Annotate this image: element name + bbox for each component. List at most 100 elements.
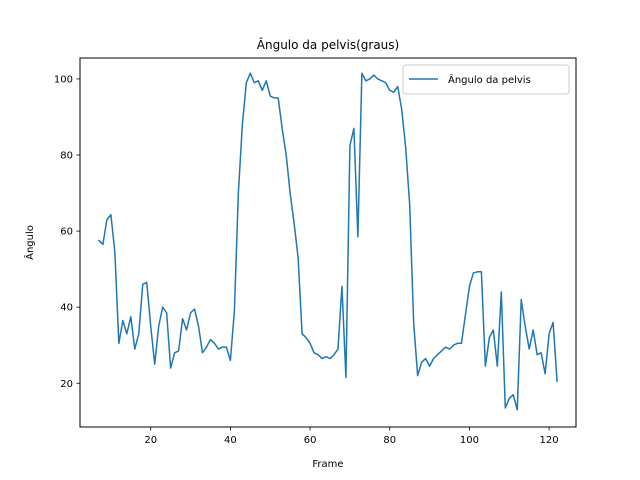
data-point xyxy=(265,80,267,82)
data-point xyxy=(540,352,542,354)
data-point xyxy=(425,358,427,359)
data-point xyxy=(142,283,144,285)
data-point xyxy=(461,342,462,344)
data-point xyxy=(186,329,187,331)
data-point xyxy=(237,192,239,194)
data-point xyxy=(134,348,136,350)
data-point xyxy=(202,352,203,354)
data-point xyxy=(393,91,395,93)
data-point xyxy=(214,342,215,344)
data-point xyxy=(257,80,259,82)
series-points xyxy=(98,72,558,411)
data-point xyxy=(469,285,470,287)
data-point xyxy=(437,354,438,356)
data-point xyxy=(512,394,514,396)
data-point xyxy=(536,354,538,356)
y-tick-label: 80 xyxy=(60,151,73,162)
data-point xyxy=(500,291,502,293)
data-point xyxy=(417,375,419,377)
data-point xyxy=(441,350,442,352)
data-point xyxy=(381,80,383,82)
x-tick-label: 20 xyxy=(144,435,157,446)
data-point xyxy=(365,80,367,82)
data-point xyxy=(122,320,124,321)
data-point xyxy=(285,154,287,156)
series-line xyxy=(97,72,558,411)
x-tick-label: 40 xyxy=(224,435,237,446)
data-point xyxy=(544,373,546,375)
data-point xyxy=(297,257,299,259)
data-point xyxy=(166,312,168,314)
data-point xyxy=(377,78,379,80)
data-point xyxy=(241,124,243,125)
data-point xyxy=(421,361,423,363)
data-point xyxy=(361,72,363,74)
data-point xyxy=(229,360,231,361)
x-tick-label: 80 xyxy=(383,435,396,446)
data-point xyxy=(528,348,530,350)
data-point xyxy=(194,308,195,310)
data-point xyxy=(110,214,112,216)
data-point xyxy=(245,82,247,84)
data-point xyxy=(182,318,183,319)
data-point xyxy=(206,346,207,348)
data-point xyxy=(313,352,315,354)
data-point xyxy=(118,342,120,344)
axes-frame xyxy=(79,57,577,428)
data-point xyxy=(492,329,494,331)
data-point xyxy=(98,240,100,241)
data-point xyxy=(465,314,466,316)
data-point xyxy=(178,350,180,352)
data-point xyxy=(389,89,391,91)
plot-area: 20 40 60 80 100 120 20 40 60 80 100 xyxy=(54,72,559,446)
data-point xyxy=(289,192,291,194)
data-point xyxy=(198,325,199,327)
data-point xyxy=(325,356,327,358)
data-point xyxy=(337,348,339,350)
y-axis-title: Ângulo xyxy=(23,225,36,260)
data-point xyxy=(516,409,518,411)
data-point xyxy=(226,346,227,348)
data-point xyxy=(449,348,450,350)
data-point xyxy=(150,325,152,327)
data-point xyxy=(253,82,255,84)
data-point xyxy=(146,282,148,283)
data-point xyxy=(476,271,478,273)
x-tick-label: 100 xyxy=(460,435,479,446)
data-point xyxy=(341,285,343,287)
data-point xyxy=(429,365,430,367)
data-point xyxy=(385,82,387,84)
data-point xyxy=(496,365,498,367)
x-tick-label: 120 xyxy=(540,435,559,446)
data-point xyxy=(170,367,172,369)
data-point xyxy=(190,312,191,314)
data-point xyxy=(233,310,235,312)
data-point xyxy=(552,321,554,323)
data-point xyxy=(373,74,375,76)
y-tick-label: 20 xyxy=(60,379,73,390)
x-tick-label: 60 xyxy=(304,435,317,446)
data-point xyxy=(345,377,347,378)
data-point xyxy=(269,95,271,97)
legend-label: Ângulo da pelvis xyxy=(448,73,531,86)
chart-title: Ângulo da pelvis(graus) xyxy=(257,37,399,52)
data-point xyxy=(397,86,399,87)
data-point xyxy=(401,108,403,110)
data-point xyxy=(277,97,279,99)
legend: Ângulo da pelvis xyxy=(402,64,570,95)
data-point xyxy=(281,127,283,129)
data-point xyxy=(353,127,355,129)
data-point xyxy=(102,244,104,245)
data-point xyxy=(433,358,434,359)
data-point xyxy=(273,97,275,99)
data-point xyxy=(508,398,510,399)
data-point xyxy=(329,358,331,359)
y-tick-label: 60 xyxy=(60,227,73,238)
data-point xyxy=(293,223,295,224)
data-point xyxy=(445,346,446,348)
data-point xyxy=(158,325,160,327)
data-point xyxy=(162,306,164,308)
data-point xyxy=(222,346,223,348)
data-point xyxy=(405,146,407,148)
